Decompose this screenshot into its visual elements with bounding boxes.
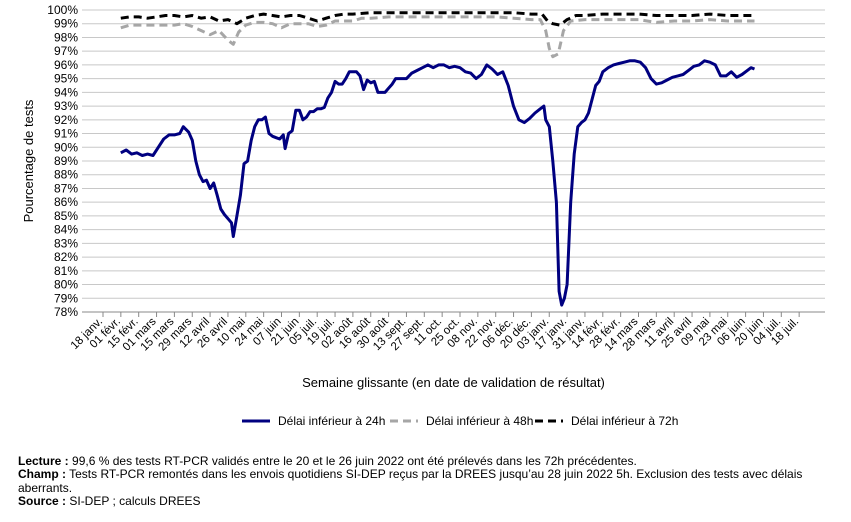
y-tick-label: 86%	[54, 195, 78, 209]
y-tick-label: 94%	[54, 85, 78, 99]
legend-label: Délai inférieur à 72h	[571, 414, 678, 428]
series-line	[120, 11, 755, 27]
y-tick-label: 96%	[54, 58, 78, 72]
champ-text: Tests RT-PCR remontés dans les envois qu…	[18, 467, 803, 495]
y-tick-label: 90%	[54, 140, 78, 154]
y-tick-label: 98%	[54, 30, 78, 44]
y-tick-label: 97%	[54, 44, 78, 58]
y-tick-label: 81%	[54, 264, 78, 278]
y-axis-label: Pourcentage de tests	[21, 99, 36, 222]
source-label: Source :	[18, 493, 67, 508]
chart-notes: Lecture : 99,6 % des tests RT-PCR validé…	[18, 454, 838, 508]
y-tick-label: 82%	[54, 250, 78, 264]
champ-note: Champ : Tests RT-PCR remontés dans les e…	[18, 468, 838, 495]
y-tick-label: 79%	[54, 291, 78, 305]
y-tick-label: 87%	[54, 181, 78, 195]
y-tick-label: 83%	[54, 236, 78, 250]
lecture-note: Lecture : 99,6 % des tests RT-PCR validé…	[18, 454, 838, 468]
y-tick-label: 89%	[54, 154, 78, 168]
y-tick-label: 80%	[54, 278, 78, 292]
legend-label: Délai inférieur à 48h	[426, 414, 533, 428]
y-tick-label: 95%	[54, 72, 78, 86]
series-line	[120, 15, 755, 59]
y-tick-label: 91%	[54, 127, 78, 141]
lecture-label: Lecture :	[18, 454, 69, 468]
lecture-text: 99,6 % des tests RT-PCR validés entre le…	[68, 454, 637, 468]
y-tick-label: 100%	[47, 3, 78, 17]
y-tick-label: 93%	[54, 99, 78, 113]
y-tick-label: 99%	[54, 17, 78, 31]
y-tick-label: 85%	[54, 209, 78, 223]
source-note: Source : SI-DEP ; calculs DREES	[18, 493, 838, 508]
y-tick-label: 88%	[54, 168, 78, 182]
x-axis-label: Semaine glissante (en date de validation…	[302, 375, 605, 390]
y-tick-label: 92%	[54, 113, 78, 127]
series-line	[120, 59, 756, 307]
y-tick-label: 78%	[54, 305, 78, 319]
legend-label: Délai inférieur à 24h	[278, 414, 385, 428]
source-text: SI-DEP ; calculs DREES	[66, 493, 201, 508]
y-tick-label: 84%	[54, 223, 78, 237]
line-chart: 78%79%80%81%82%83%84%85%86%87%88%89%90%9…	[21, 3, 825, 428]
champ-label: Champ :	[18, 467, 66, 482]
